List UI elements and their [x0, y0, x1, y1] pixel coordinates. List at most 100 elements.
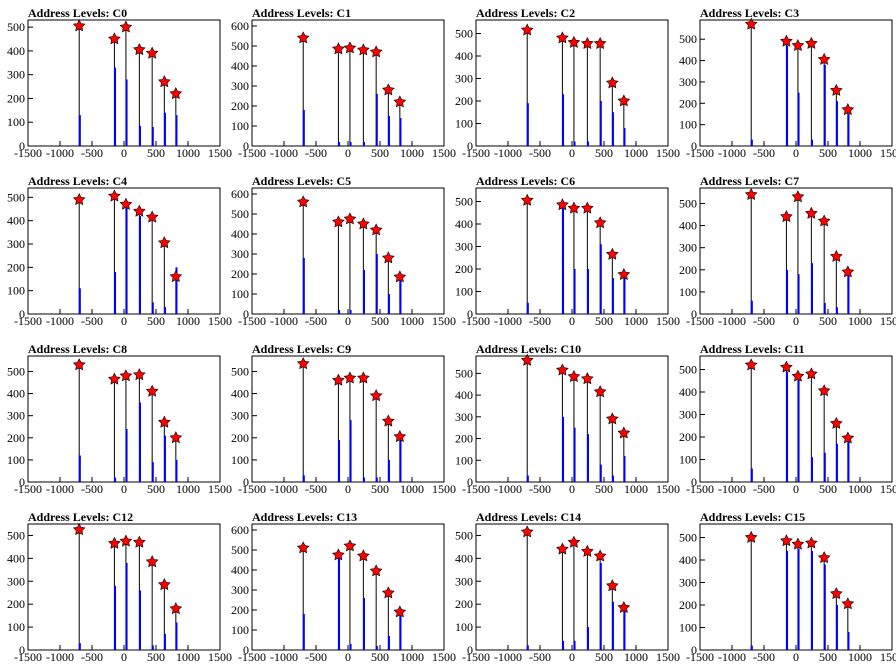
peak-marker — [744, 17, 758, 30]
x-tick-label: 0 — [121, 650, 127, 664]
blue-bar — [302, 614, 305, 650]
peak-marker — [343, 371, 357, 384]
chart-title: Address Levels: C1 — [252, 6, 351, 20]
x-tick-label: -500 — [81, 146, 103, 160]
x-tick-label: 0 — [121, 146, 127, 160]
y-tick-label: 200 — [679, 96, 697, 110]
chart-title: Address Levels: C15 — [700, 510, 805, 524]
x-tick-label: 1000 — [848, 314, 872, 328]
peak-marker — [805, 536, 818, 549]
y-tick-label: 500 — [7, 20, 25, 34]
y-tick-label: 0 — [691, 307, 697, 321]
blue-bar — [562, 416, 565, 482]
blue-bar — [363, 142, 365, 146]
y-tick-label: 100 — [231, 287, 249, 301]
blue-bar — [835, 307, 838, 314]
x-tick-label: 1000 — [848, 146, 872, 160]
y-tick-label: 500 — [679, 196, 697, 210]
peak-marker — [72, 523, 86, 536]
blue-bar — [399, 118, 402, 146]
x-tick-label: 500 — [819, 146, 837, 160]
blue-bar — [811, 263, 813, 314]
x-tick-label: -1000 — [46, 482, 74, 496]
blue-bar — [611, 278, 614, 314]
blue-bar — [797, 274, 800, 314]
blue-bar — [151, 302, 154, 314]
peak-marker — [567, 201, 581, 214]
blue-bar — [797, 92, 800, 146]
y-tick-label: 300 — [679, 75, 697, 89]
y-tick-label: 200 — [7, 597, 25, 611]
x-tick-label: -1000 — [494, 650, 522, 664]
y-tick-label: 300 — [679, 241, 697, 255]
y-tick-label: 400 — [455, 217, 473, 231]
x-tick-label: -1500 — [238, 482, 266, 496]
blue-bar — [835, 443, 838, 482]
peak-marker — [72, 19, 86, 32]
peak-marker — [520, 23, 534, 36]
x-tick-label: -500 — [529, 146, 551, 160]
y-tick-label: 500 — [455, 528, 473, 542]
y-tick-label: 0 — [467, 643, 473, 657]
peak-marker — [357, 371, 370, 384]
blue-bar — [338, 440, 341, 482]
chart-panel: Address Levels: C1 0 100 200 300 400 500 600 -15… — [231, 6, 456, 160]
peak-marker — [556, 542, 569, 555]
x-tick-label: -1500 — [462, 482, 490, 496]
blue-bar — [349, 310, 352, 314]
peak-marker — [617, 600, 631, 614]
y-tick-label: 300 — [455, 72, 473, 86]
x-tick-label: 1500 — [656, 482, 680, 496]
x-tick-label: -500 — [81, 650, 103, 664]
peak-marker — [381, 586, 395, 599]
blue-bar — [114, 67, 117, 146]
y-tick-label: 100 — [231, 623, 249, 637]
blue-bar — [338, 310, 341, 314]
blue-bar — [363, 477, 365, 482]
blue-bar — [387, 636, 390, 650]
chart-title: Address Levels: C3 — [700, 6, 799, 20]
peak-marker — [169, 431, 183, 444]
y-tick-label: 300 — [231, 79, 249, 93]
peak-marker — [744, 530, 758, 543]
chart-panel: Address Levels: C5 0 100 200 300 400 500 600 -15… — [231, 174, 456, 328]
chart-title: Address Levels: C9 — [252, 342, 351, 356]
x-tick-label: -1500 — [14, 482, 42, 496]
peak-marker — [296, 357, 310, 370]
plot-frame — [251, 523, 445, 651]
blue-bar — [587, 141, 589, 146]
peak-marker — [393, 605, 407, 618]
peak-marker — [791, 537, 805, 550]
blue-bar — [835, 101, 838, 146]
blue-bar — [139, 216, 141, 314]
y-tick-label: 100 — [7, 453, 25, 467]
y-tick-label: 0 — [691, 643, 697, 657]
y-tick-label: 200 — [231, 431, 249, 445]
blue-bar — [587, 269, 589, 314]
x-tick-label: 0 — [569, 146, 575, 160]
chart-title: Address Levels: C8 — [28, 342, 127, 356]
peak-marker — [817, 551, 831, 564]
x-tick-label: 500 — [595, 146, 613, 160]
peak-marker — [357, 217, 370, 230]
y-tick-label: 500 — [7, 528, 25, 542]
chart-title: Address Levels: C14 — [476, 510, 581, 524]
x-tick-label: 1000 — [176, 650, 200, 664]
peak-marker — [72, 192, 86, 206]
blue-bar — [811, 457, 813, 482]
y-tick-label: 500 — [231, 543, 249, 557]
x-tick-label: 1000 — [400, 146, 424, 160]
plot-frame — [251, 187, 445, 315]
peak-marker — [841, 431, 855, 444]
chart-panel: Address Levels: C12 0 100 200 300 400 500 -1500… — [7, 510, 232, 664]
y-tick-label: 400 — [231, 563, 249, 577]
blue-bar — [623, 278, 626, 314]
y-tick-label: 500 — [679, 531, 697, 545]
peak-marker — [369, 223, 383, 236]
chart-panel: Address Levels: C00100200300400500-1500-… — [7, 6, 232, 160]
x-tick-label: -1000 — [270, 314, 298, 328]
peak-marker — [343, 539, 357, 552]
blue-bar — [302, 110, 305, 146]
plot-frame — [475, 19, 669, 147]
